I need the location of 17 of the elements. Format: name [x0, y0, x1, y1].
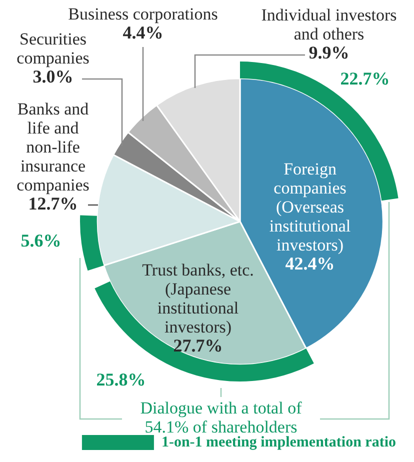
- text: Dialogue with a total of 54.1% of shareholders: [140, 398, 302, 436]
- data-label: 42.4%: [285, 254, 335, 274]
- data-label: 9.9%: [308, 42, 350, 63]
- data-label: 5.6%: [20, 230, 62, 251]
- slice-label: Trust banks, etc. (Japanese institutional investors): [142, 260, 254, 336]
- data-label: 4.4%: [122, 22, 164, 43]
- slice-label: Securities companies: [16, 29, 90, 68]
- data-label: 22.7%: [340, 68, 390, 89]
- data-label: 12.7%: [28, 194, 78, 214]
- slice-label: Foreign companies (Overseas institutional investors): [269, 159, 351, 254]
- slice-label: Banks and life and non-life insurance companies: [16, 99, 90, 194]
- legend-label: 1-on-1 meeting implementation ratio: [161, 434, 396, 450]
- data-label: 25.8%: [96, 370, 146, 390]
- data-label: 27.7%: [173, 336, 223, 356]
- slice-label: Business corporations: [68, 4, 218, 24]
- slice-label: Individual investors and others: [261, 5, 397, 44]
- data-label: 3.0%: [32, 66, 74, 87]
